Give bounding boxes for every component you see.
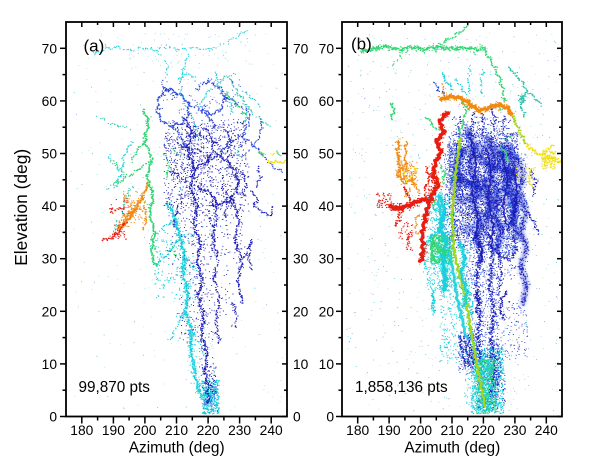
- svg-text:70: 70: [42, 41, 58, 56]
- svg-text:60: 60: [42, 94, 58, 109]
- svg-text:230: 230: [228, 423, 251, 438]
- svg-text:70: 70: [319, 41, 335, 56]
- svg-text:50: 50: [293, 147, 309, 162]
- svg-text:30: 30: [42, 252, 58, 267]
- svg-text:40: 40: [319, 199, 335, 214]
- svg-text:200: 200: [409, 423, 432, 438]
- svg-text:10: 10: [293, 357, 309, 372]
- svg-text:20: 20: [319, 304, 335, 319]
- svg-text:0: 0: [49, 410, 57, 425]
- svg-text:1,858,136 pts: 1,858,136 pts: [355, 379, 448, 396]
- svg-text:230: 230: [503, 423, 526, 438]
- svg-text:210: 210: [165, 423, 188, 438]
- svg-text:40: 40: [42, 199, 58, 214]
- svg-text:30: 30: [319, 252, 335, 267]
- svg-text:20: 20: [293, 304, 309, 319]
- svg-text:60: 60: [293, 94, 309, 109]
- svg-text:(b): (b): [351, 35, 372, 54]
- svg-text:190: 190: [102, 423, 125, 438]
- svg-text:(a): (a): [84, 37, 105, 56]
- svg-text:60: 60: [319, 94, 335, 109]
- svg-text:30: 30: [293, 252, 309, 267]
- svg-text:Azimuth (deg): Azimuth (deg): [129, 439, 225, 456]
- svg-text:40: 40: [293, 199, 309, 214]
- svg-text:20: 20: [42, 304, 58, 319]
- svg-text:99,870 pts: 99,870 pts: [79, 379, 151, 396]
- svg-text:10: 10: [319, 357, 335, 372]
- svg-text:50: 50: [42, 147, 58, 162]
- svg-text:Azimuth (deg): Azimuth (deg): [404, 439, 500, 456]
- svg-text:0: 0: [293, 410, 301, 425]
- svg-text:180: 180: [70, 423, 93, 438]
- svg-text:70: 70: [293, 41, 309, 56]
- svg-text:190: 190: [378, 423, 401, 438]
- svg-text:50: 50: [319, 147, 335, 162]
- svg-text:10: 10: [42, 357, 58, 372]
- svg-text:200: 200: [133, 423, 156, 438]
- svg-text:220: 220: [472, 423, 495, 438]
- svg-text:0: 0: [326, 410, 334, 425]
- svg-text:240: 240: [260, 423, 283, 438]
- svg-text:220: 220: [197, 423, 220, 438]
- svg-text:Elevation (deg): Elevation (deg): [11, 149, 31, 266]
- svg-text:240: 240: [535, 423, 558, 438]
- svg-text:180: 180: [346, 423, 369, 438]
- svg-text:210: 210: [440, 423, 463, 438]
